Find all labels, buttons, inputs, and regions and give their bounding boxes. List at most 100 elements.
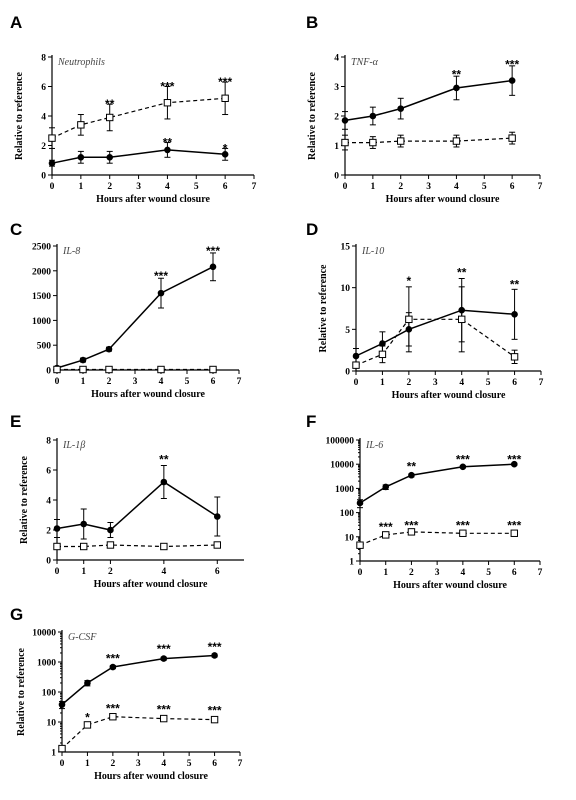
panel-letter: B	[306, 13, 318, 32]
x-tick-label: 1	[78, 182, 83, 192]
y-tick-label: 1	[51, 749, 56, 759]
x-axis-title: Hours after wound closure	[386, 194, 500, 205]
data-point	[341, 117, 349, 124]
y-tick-label: 500	[37, 342, 52, 352]
data-point	[213, 513, 221, 520]
series-line	[57, 544, 218, 548]
chart-title: IL-6	[365, 440, 383, 451]
y-tick-label: 4	[41, 113, 46, 123]
data-point	[84, 679, 91, 687]
x-tick-label: 1	[370, 182, 375, 192]
x-axis-title: Hours after wound closure	[91, 389, 205, 400]
data-point	[109, 663, 117, 671]
data-point	[221, 151, 229, 158]
data-point	[213, 541, 221, 549]
data-point	[453, 84, 460, 92]
data-point	[77, 121, 85, 129]
significance-marker: **	[457, 266, 467, 280]
significance-marker: ***	[160, 80, 174, 94]
x-tick-label: 6	[512, 568, 517, 578]
x-axis-title: Hours after wound closure	[94, 771, 208, 782]
panel-letter: E	[10, 412, 21, 431]
data-point	[105, 345, 113, 353]
data-point	[452, 137, 461, 145]
y-tick-label: 10	[341, 284, 351, 294]
data-point	[79, 365, 87, 374]
x-tick-label: 2	[409, 568, 414, 578]
data-point	[405, 315, 413, 324]
series-dashed-square	[58, 713, 219, 753]
y-tick-label: 15	[341, 243, 351, 253]
data-point	[510, 353, 519, 361]
x-tick-label: 4	[161, 759, 166, 769]
x-tick-label: 0	[358, 568, 363, 578]
series-dashed-square	[53, 365, 217, 374]
x-tick-label: 0	[50, 182, 55, 192]
chart-title: IL-8	[62, 246, 80, 257]
data-point	[53, 542, 61, 551]
x-tick-label: 0	[354, 378, 359, 388]
y-tick-label: 2500	[32, 243, 51, 253]
series-solid-dot	[341, 65, 516, 130]
x-tick-label: 3	[435, 568, 440, 578]
x-tick-label: 2	[108, 567, 113, 577]
significance-marker: ***	[157, 703, 171, 717]
data-point	[157, 365, 165, 374]
significance-marker: ***	[379, 520, 393, 534]
data-point	[510, 460, 518, 468]
y-tick-label: 2000	[32, 267, 51, 277]
y-tick-label: 1000	[32, 317, 51, 327]
data-point	[352, 361, 360, 369]
y-tick-label: 2	[41, 142, 46, 152]
significance-marker: ***	[505, 57, 519, 71]
x-tick-label: 1	[85, 759, 90, 769]
data-point	[211, 652, 218, 659]
data-point	[160, 478, 168, 486]
x-tick-label: 5	[187, 759, 192, 769]
significance-marker: ***	[218, 75, 232, 89]
data-point	[48, 134, 56, 142]
significance-marker: *	[407, 274, 412, 288]
data-point	[83, 721, 92, 729]
series-dashed-square	[356, 528, 518, 549]
data-point	[210, 715, 219, 724]
data-point	[369, 138, 377, 147]
x-tick-label: 3	[136, 759, 141, 769]
significance-marker: ***	[206, 244, 220, 258]
y-tick-label: 8	[46, 437, 51, 447]
x-tick-label: 5	[486, 378, 491, 388]
x-tick-label: 4	[165, 182, 170, 192]
data-point	[80, 542, 88, 551]
data-point	[163, 99, 172, 107]
y-tick-label: 0	[41, 172, 46, 182]
y-tick-label: 10000	[330, 461, 354, 471]
data-point	[221, 94, 229, 102]
data-point	[379, 340, 386, 347]
data-point	[508, 77, 516, 84]
x-tick-label: 6	[510, 182, 515, 192]
y-tick-label: 10	[345, 533, 355, 543]
y-tick-label: 6	[41, 83, 46, 93]
data-point	[79, 356, 87, 364]
data-point	[160, 714, 168, 723]
data-point	[341, 138, 349, 147]
y-tick-label: 5	[345, 326, 350, 336]
significance-marker: **	[105, 97, 115, 111]
significance-marker: *	[223, 141, 228, 155]
x-tick-label: 5	[486, 568, 491, 578]
significance-marker: ***	[507, 452, 521, 466]
x-axis-title: Hours after wound closure	[96, 194, 210, 205]
series-line	[355, 309, 515, 357]
series-solid-dot	[58, 652, 218, 710]
x-tick-label: 7	[538, 568, 543, 578]
significance-marker: ***	[456, 452, 470, 466]
chart-title: TNF-α	[351, 57, 379, 68]
significance-marker: **	[159, 453, 169, 467]
x-tick-label: 7	[252, 182, 257, 192]
x-tick-label: 1	[81, 567, 86, 577]
data-point	[378, 350, 387, 359]
panel-letter: D	[306, 220, 318, 239]
y-tick-label: 1	[334, 142, 339, 152]
